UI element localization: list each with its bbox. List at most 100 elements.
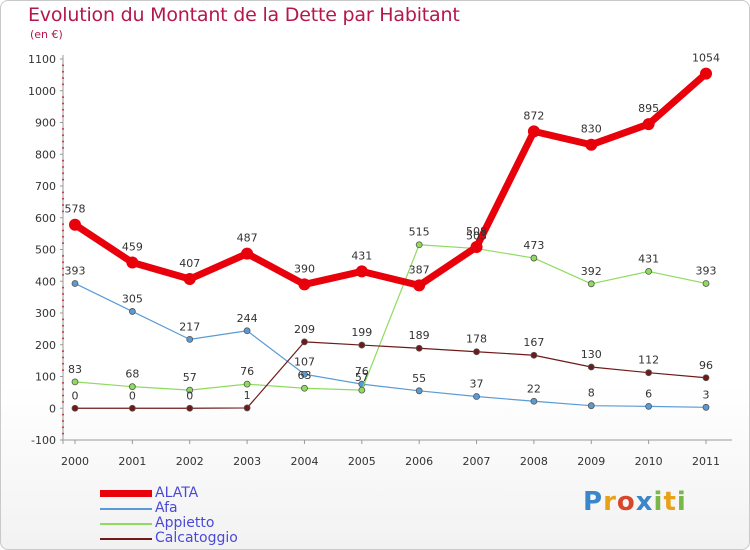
data-point-calcatoggio	[473, 348, 480, 356]
data-label-afa: 305	[122, 292, 143, 305]
y-tick-label: 900	[35, 117, 56, 130]
data-label-calcatoggio: 0	[186, 389, 193, 402]
y-tick-label: -100	[31, 434, 56, 447]
y-minor-tick	[62, 223, 64, 226]
data-point-appietto	[243, 380, 251, 388]
data-point-calcatoggio	[243, 404, 251, 412]
data-label-afa: 8	[588, 387, 595, 400]
x-tick-label: 2010	[635, 455, 663, 468]
proxiti-logo: Proxiti	[583, 487, 687, 517]
series-line-appietto	[74, 244, 707, 391]
y-minor-tick	[62, 235, 64, 238]
y-minor-tick	[62, 191, 64, 194]
y-minor-tick	[62, 146, 64, 149]
data-label-appietto: 392	[581, 265, 602, 278]
data-label-afa: 244	[237, 312, 258, 325]
data-point-calcatoggio	[301, 338, 308, 346]
y-minor-tick	[62, 115, 64, 118]
data-label-calcatoggio: 199	[351, 326, 372, 339]
y-tick-label: 800	[35, 148, 56, 161]
data-label-alata: 578	[65, 203, 86, 216]
x-tick-label: 2002	[176, 455, 204, 468]
data-point-alata	[355, 265, 368, 278]
y-minor-tick	[62, 432, 64, 435]
data-point-appietto	[645, 268, 653, 275]
logo-letter: i	[676, 487, 687, 517]
data-point-alata	[470, 240, 483, 253]
y-minor-tick	[62, 381, 64, 384]
data-label-alata: 390	[294, 262, 315, 275]
legend-swatch	[100, 490, 152, 497]
data-point-afa	[186, 335, 194, 343]
chart-subtitle: (en €)	[30, 28, 63, 41]
data-label-calcatoggio: 178	[466, 333, 487, 346]
data-label-calcatoggio: 0	[129, 389, 136, 402]
data-point-appietto	[415, 241, 423, 249]
y-minor-tick	[62, 127, 64, 130]
data-label-afa: 55	[412, 372, 426, 385]
data-point-alata	[126, 256, 139, 269]
x-tick-label: 2006	[405, 455, 433, 468]
data-label-alata: 431	[351, 249, 372, 262]
y-tick-label: 300	[35, 307, 56, 320]
y-minor-tick	[62, 261, 64, 264]
data-label-alata: 487	[237, 232, 258, 245]
data-point-appietto	[71, 378, 79, 386]
y-minor-tick	[62, 292, 64, 295]
data-label-alata: 872	[523, 109, 544, 122]
data-point-afa	[71, 280, 79, 287]
data-label-calcatoggio: 209	[294, 323, 315, 336]
data-point-appietto	[702, 280, 710, 287]
y-minor-tick	[62, 400, 64, 403]
y-tick-label: 1000	[28, 85, 56, 98]
y-minor-tick	[62, 369, 64, 372]
data-point-appietto	[186, 386, 194, 394]
data-point-alata	[585, 138, 598, 151]
y-minor-tick	[62, 96, 64, 99]
data-point-alata	[298, 278, 311, 291]
data-label-afa: 393	[65, 264, 86, 277]
data-point-afa	[587, 402, 595, 410]
data-label-calcatoggio: 1	[244, 389, 251, 402]
data-label-appietto: 57	[355, 371, 369, 384]
chart-title: Evolution du Montant de la Dette par Hab…	[28, 4, 460, 26]
y-minor-tick	[62, 140, 64, 143]
y-minor-tick	[62, 305, 64, 308]
y-minor-tick	[62, 197, 64, 200]
data-point-calcatoggio	[702, 374, 710, 382]
y-tick-label: 700	[35, 180, 56, 193]
data-label-afa: 3	[703, 388, 710, 401]
data-label-appietto: 473	[523, 239, 544, 252]
data-label-appietto: 431	[638, 252, 659, 265]
data-label-appietto: 83	[68, 363, 82, 376]
logo-letter: t	[663, 487, 677, 517]
series-line-calcatoggio	[74, 341, 707, 409]
y-minor-tick	[62, 70, 64, 73]
logo-letter: x	[635, 487, 654, 517]
y-tick-label: 600	[35, 212, 56, 225]
legend-swatch	[100, 538, 152, 540]
x-tick-label: 2011	[692, 455, 720, 468]
y-minor-tick	[62, 178, 64, 181]
data-point-afa	[530, 397, 538, 405]
logo-letter: r	[603, 487, 617, 517]
y-tick-label: 100	[35, 371, 56, 384]
data-label-alata: 1054	[692, 52, 720, 65]
data-point-calcatoggio	[587, 363, 595, 371]
y-minor-tick	[62, 350, 64, 353]
data-label-appietto: 68	[125, 368, 139, 381]
data-point-appietto	[301, 384, 308, 392]
x-tick-label: 2004	[290, 455, 318, 468]
logo-letter: i	[653, 487, 664, 517]
legend-swatch	[100, 508, 152, 510]
data-point-afa	[415, 387, 423, 395]
data-label-appietto: 503	[466, 230, 487, 243]
y-minor-tick	[62, 83, 64, 86]
y-minor-tick	[62, 254, 64, 257]
data-label-alata: 895	[638, 102, 659, 115]
legend-label: Appietto	[155, 515, 215, 531]
y-tick-label: 400	[35, 275, 56, 288]
data-point-alata	[183, 273, 196, 286]
data-point-alata	[413, 279, 426, 292]
